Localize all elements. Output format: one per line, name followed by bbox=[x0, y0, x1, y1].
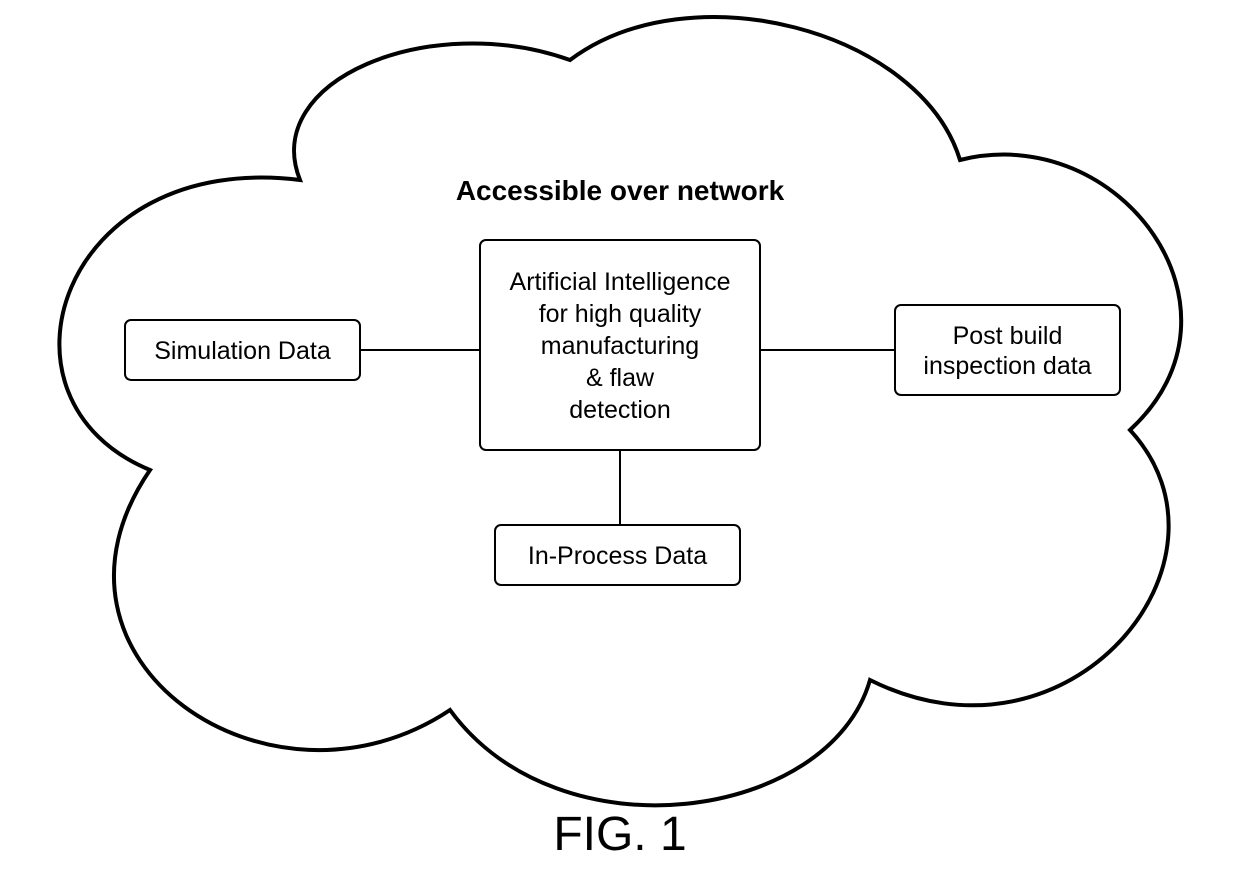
simulation-node-label: Simulation Data bbox=[154, 337, 331, 365]
postbuild-node: Post buildinspection data bbox=[895, 305, 1120, 395]
diagram-canvas: Artificial Intelligence for high quality m… bbox=[0, 0, 1240, 894]
postbuild-node-box bbox=[895, 305, 1120, 395]
ai-node-label: & flaw bbox=[586, 364, 655, 392]
ai-node-label: manufacturing bbox=[541, 332, 699, 360]
ai-node-label: detection bbox=[569, 396, 670, 424]
postbuild-node-label: inspection data bbox=[923, 352, 1091, 380]
inprocess-node: In-Process Data bbox=[495, 525, 740, 585]
ai-node-label: Artificial Intelligence bbox=[510, 268, 731, 296]
simulation-node: Simulation Data bbox=[125, 320, 360, 380]
inprocess-node-label: In-Process Data bbox=[528, 542, 707, 570]
ai-node: Artificial Intelligence for high quality m… bbox=[480, 240, 760, 450]
postbuild-node-label: Post build bbox=[953, 322, 1063, 350]
figure-label: FIG. 1 bbox=[553, 808, 686, 861]
ai-node-label: for high quality bbox=[539, 300, 702, 328]
nodes: Artificial Intelligence for high quality m… bbox=[125, 240, 1120, 585]
diagram-title: Accessible over network bbox=[456, 175, 785, 206]
